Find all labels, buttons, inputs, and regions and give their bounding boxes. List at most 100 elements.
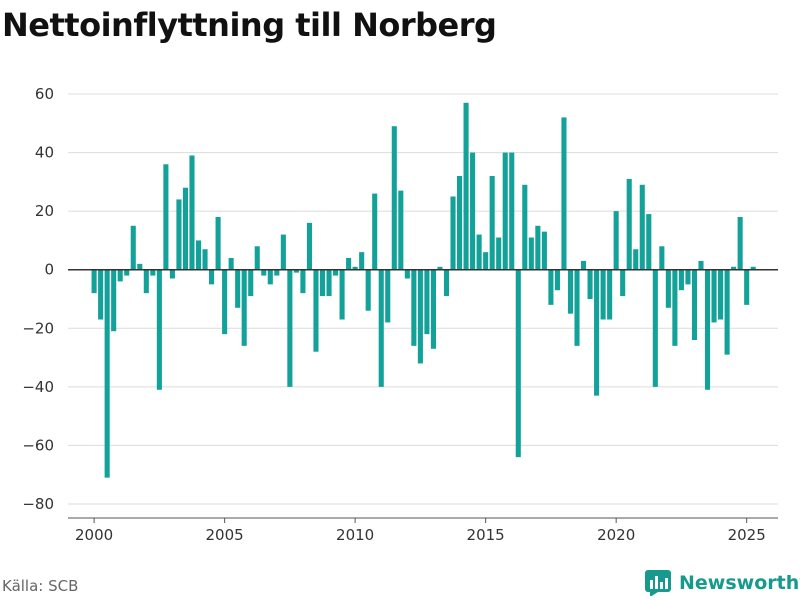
bar (646, 214, 652, 270)
bar (182, 187, 189, 270)
bar (665, 269, 671, 308)
bar (117, 269, 123, 282)
bar (535, 225, 541, 270)
bar (339, 269, 345, 320)
tick-labels: −80 −60 −40 −20 0 20 40 60 2000 2005 2010 2015 2020 2… (22, 85, 765, 544)
bar (398, 190, 404, 270)
bar (430, 269, 436, 349)
x-tick-label: 2010 (336, 526, 374, 544)
bar (672, 269, 678, 346)
bar (306, 222, 312, 270)
bar (456, 176, 463, 270)
bar (287, 269, 293, 387)
bar (698, 260, 704, 270)
bar (274, 269, 280, 276)
brand-logo[interactable]: Newsworthy (645, 570, 800, 596)
bar (633, 249, 639, 270)
bar (378, 269, 384, 387)
bar (228, 258, 234, 270)
bar (372, 193, 378, 270)
bar (522, 184, 528, 270)
bar (150, 269, 156, 276)
bar (156, 269, 162, 390)
bar (678, 269, 684, 291)
bar (613, 211, 619, 270)
bar (639, 184, 645, 270)
bar (620, 269, 626, 297)
bar (261, 269, 267, 276)
bar (215, 217, 221, 270)
bar (319, 269, 326, 297)
bar (176, 199, 182, 270)
bar (222, 269, 228, 335)
newsworthy-chart-icon (645, 570, 671, 596)
bar (470, 152, 476, 270)
bar (195, 240, 202, 270)
bar (124, 269, 130, 276)
bar (202, 249, 208, 270)
bar (724, 269, 730, 355)
x-tick-label: 2005 (206, 526, 244, 544)
bar (235, 269, 241, 308)
y-tick-label: 0 (44, 261, 54, 279)
bar (169, 269, 175, 279)
bar (163, 164, 169, 270)
bars (91, 102, 756, 478)
bar (450, 196, 456, 270)
bar (541, 231, 547, 270)
bar (111, 269, 117, 332)
bar (750, 266, 756, 270)
axes (68, 268, 778, 523)
bar (365, 269, 371, 311)
source-label: Källa: SCB (2, 577, 79, 595)
bar (241, 269, 247, 346)
bar (333, 269, 339, 276)
bar (737, 217, 743, 270)
bar (691, 269, 698, 340)
y-tick-label: −80 (22, 495, 54, 513)
bar (346, 258, 352, 270)
bar (554, 269, 560, 291)
bar (567, 269, 574, 314)
bar (587, 269, 593, 299)
bar (300, 269, 306, 294)
bar (437, 266, 443, 270)
bar (143, 269, 149, 294)
bar (391, 126, 397, 270)
bar (352, 266, 358, 270)
bar (463, 102, 469, 270)
bar (561, 117, 567, 270)
bar (411, 269, 417, 346)
bar (385, 269, 391, 323)
bar (659, 246, 665, 270)
bar (600, 269, 606, 320)
bar (626, 178, 632, 270)
bar (718, 269, 724, 320)
bar (248, 269, 254, 297)
bar (209, 269, 215, 285)
bar (685, 269, 691, 285)
bar (548, 269, 554, 305)
bar (293, 269, 299, 273)
bar (326, 269, 332, 297)
y-tick-label: −40 (22, 378, 54, 396)
x-tick-label: 2000 (75, 526, 113, 544)
bar (417, 269, 423, 364)
bar (711, 269, 717, 323)
bar (594, 269, 600, 396)
bar (189, 155, 195, 270)
bar (489, 176, 495, 270)
bar (313, 269, 319, 352)
bar (580, 260, 587, 270)
bar (515, 269, 521, 458)
bar (496, 237, 502, 270)
bar (509, 152, 515, 270)
bar (704, 269, 711, 390)
bar (607, 269, 613, 320)
bar (652, 269, 658, 387)
bar (502, 152, 508, 270)
bar (254, 246, 260, 270)
y-tick-label: 40 (35, 144, 54, 162)
bar (98, 269, 104, 320)
bar (731, 266, 737, 270)
